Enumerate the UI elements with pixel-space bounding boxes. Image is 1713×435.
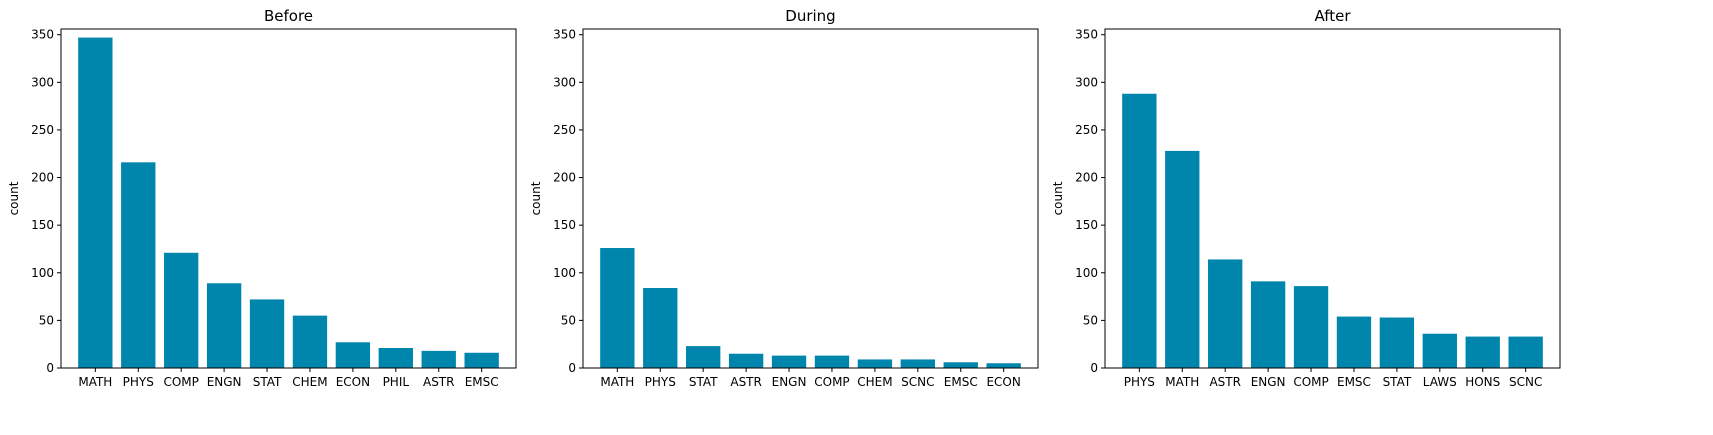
bar-emsc xyxy=(1336,316,1372,368)
y-tick-label: 100 xyxy=(1075,266,1098,280)
bar-emsc xyxy=(943,362,978,368)
bar-stat xyxy=(249,299,285,368)
y-axis-label: count xyxy=(7,181,21,215)
y-tick-label: 50 xyxy=(39,313,54,327)
x-tick-label: COMP xyxy=(163,375,198,389)
bar-phil xyxy=(378,348,413,368)
bar-hons xyxy=(1465,336,1500,368)
bar-econ xyxy=(335,342,371,368)
x-tick-label: SCNC xyxy=(901,375,934,389)
x-tick-label: PHYS xyxy=(1124,375,1155,389)
bar-laws xyxy=(1422,333,1457,368)
plot-frame xyxy=(582,28,1039,369)
x-tick-label: CHEM xyxy=(292,375,327,389)
bar-stat xyxy=(686,346,721,368)
x-tick-label: HONS xyxy=(1465,375,1500,389)
y-tick-label: 300 xyxy=(553,75,576,89)
y-tick-label: 150 xyxy=(31,218,54,232)
y-tick-label: 0 xyxy=(46,361,54,375)
bar-phys xyxy=(1122,93,1157,368)
x-tick-label: COMP xyxy=(814,375,849,389)
x-tick-label: EMSC xyxy=(1337,375,1371,389)
bar-econ xyxy=(986,363,1021,368)
y-tick-label: 250 xyxy=(1075,123,1098,137)
bar-scnc xyxy=(1508,336,1543,368)
bar-chem xyxy=(292,315,328,368)
bar-astr xyxy=(421,350,456,368)
y-tick-label: 300 xyxy=(1075,75,1098,89)
y-tick-label: 100 xyxy=(553,266,576,280)
x-tick-label: ASTR xyxy=(1209,375,1241,389)
chart-title: During xyxy=(785,7,835,25)
bar-astr xyxy=(1208,259,1243,368)
bar-math xyxy=(78,37,113,369)
y-tick-label: 50 xyxy=(561,313,576,327)
x-tick-label: MATH xyxy=(600,375,634,389)
bar-engn xyxy=(1250,281,1286,368)
x-tick-label: ECON xyxy=(986,375,1020,389)
y-tick-label: 150 xyxy=(553,218,576,232)
x-tick-label: ENGN xyxy=(772,375,807,389)
y-tick-label: 350 xyxy=(553,28,576,42)
x-tick-label: MATH xyxy=(1165,375,1199,389)
y-tick-label: 300 xyxy=(31,75,54,89)
y-tick-label: 200 xyxy=(31,171,54,185)
y-tick-label: 150 xyxy=(1075,218,1098,232)
x-tick-label: ENGN xyxy=(1251,375,1286,389)
y-tick-label: 200 xyxy=(553,171,576,185)
chart-title: Before xyxy=(264,7,313,25)
y-tick-label: 250 xyxy=(31,123,54,137)
x-tick-label: PHYS xyxy=(645,375,676,389)
x-tick-label: SCNC xyxy=(1509,375,1542,389)
bar-stat xyxy=(1379,317,1415,368)
y-axis-label: count xyxy=(529,181,543,215)
y-tick-label: 200 xyxy=(1075,171,1098,185)
x-tick-label: ECON xyxy=(336,375,370,389)
y-tick-label: 0 xyxy=(1090,361,1098,375)
bar-engn xyxy=(771,355,807,368)
x-tick-label: ENGN xyxy=(207,375,242,389)
x-tick-label: LAWS xyxy=(1423,375,1457,389)
x-tick-label: STAT xyxy=(253,375,282,389)
bar-phys xyxy=(643,288,678,368)
x-tick-label: EMSC xyxy=(465,375,499,389)
x-tick-label: COMP xyxy=(1293,375,1328,389)
y-tick-label: 100 xyxy=(31,266,54,280)
x-tick-label: STAT xyxy=(1383,375,1412,389)
subplot-during: During MATH PHYS STAT ASTR ENGN COMP CHEM SCNC EM… xyxy=(529,7,1039,389)
bar-phys xyxy=(121,162,156,368)
y-tick-label: 0 xyxy=(568,361,576,375)
x-tick-label: MATH xyxy=(78,375,112,389)
subplot-before: Before MATH PHYS COMP ENGN STAT CHEM ECON PHIL AS… xyxy=(7,7,517,389)
bar-comp xyxy=(814,355,850,368)
plot-frame xyxy=(60,28,517,369)
x-tick-label: ASTR xyxy=(423,375,455,389)
y-tick-label: 50 xyxy=(1083,313,1098,327)
chart-title: After xyxy=(1314,7,1351,25)
bar-emsc xyxy=(464,352,499,368)
bar-chem xyxy=(857,359,893,368)
x-tick-label: ASTR xyxy=(730,375,762,389)
bar-math xyxy=(600,248,635,368)
x-tick-label: STAT xyxy=(689,375,718,389)
bar-astr xyxy=(728,353,764,368)
bar-engn xyxy=(206,283,242,368)
bar-comp xyxy=(164,252,199,368)
bar-math xyxy=(1165,150,1200,368)
y-tick-label: 250 xyxy=(553,123,576,137)
x-tick-label: EMSC xyxy=(944,375,978,389)
x-tick-label: CHEM xyxy=(857,375,892,389)
bar-scnc xyxy=(900,359,935,368)
y-axis-label: count xyxy=(1051,181,1065,215)
subplot-after: After PHYS MATH ASTR ENGN COMP EMSC STAT LAWS HON… xyxy=(1051,7,1561,389)
plot-frame xyxy=(1104,28,1561,369)
y-tick-label: 350 xyxy=(1075,28,1098,42)
y-tick-label: 350 xyxy=(31,28,54,42)
x-tick-label: PHIL xyxy=(383,375,410,389)
x-tick-label: PHYS xyxy=(123,375,154,389)
bar-comp xyxy=(1293,286,1329,368)
